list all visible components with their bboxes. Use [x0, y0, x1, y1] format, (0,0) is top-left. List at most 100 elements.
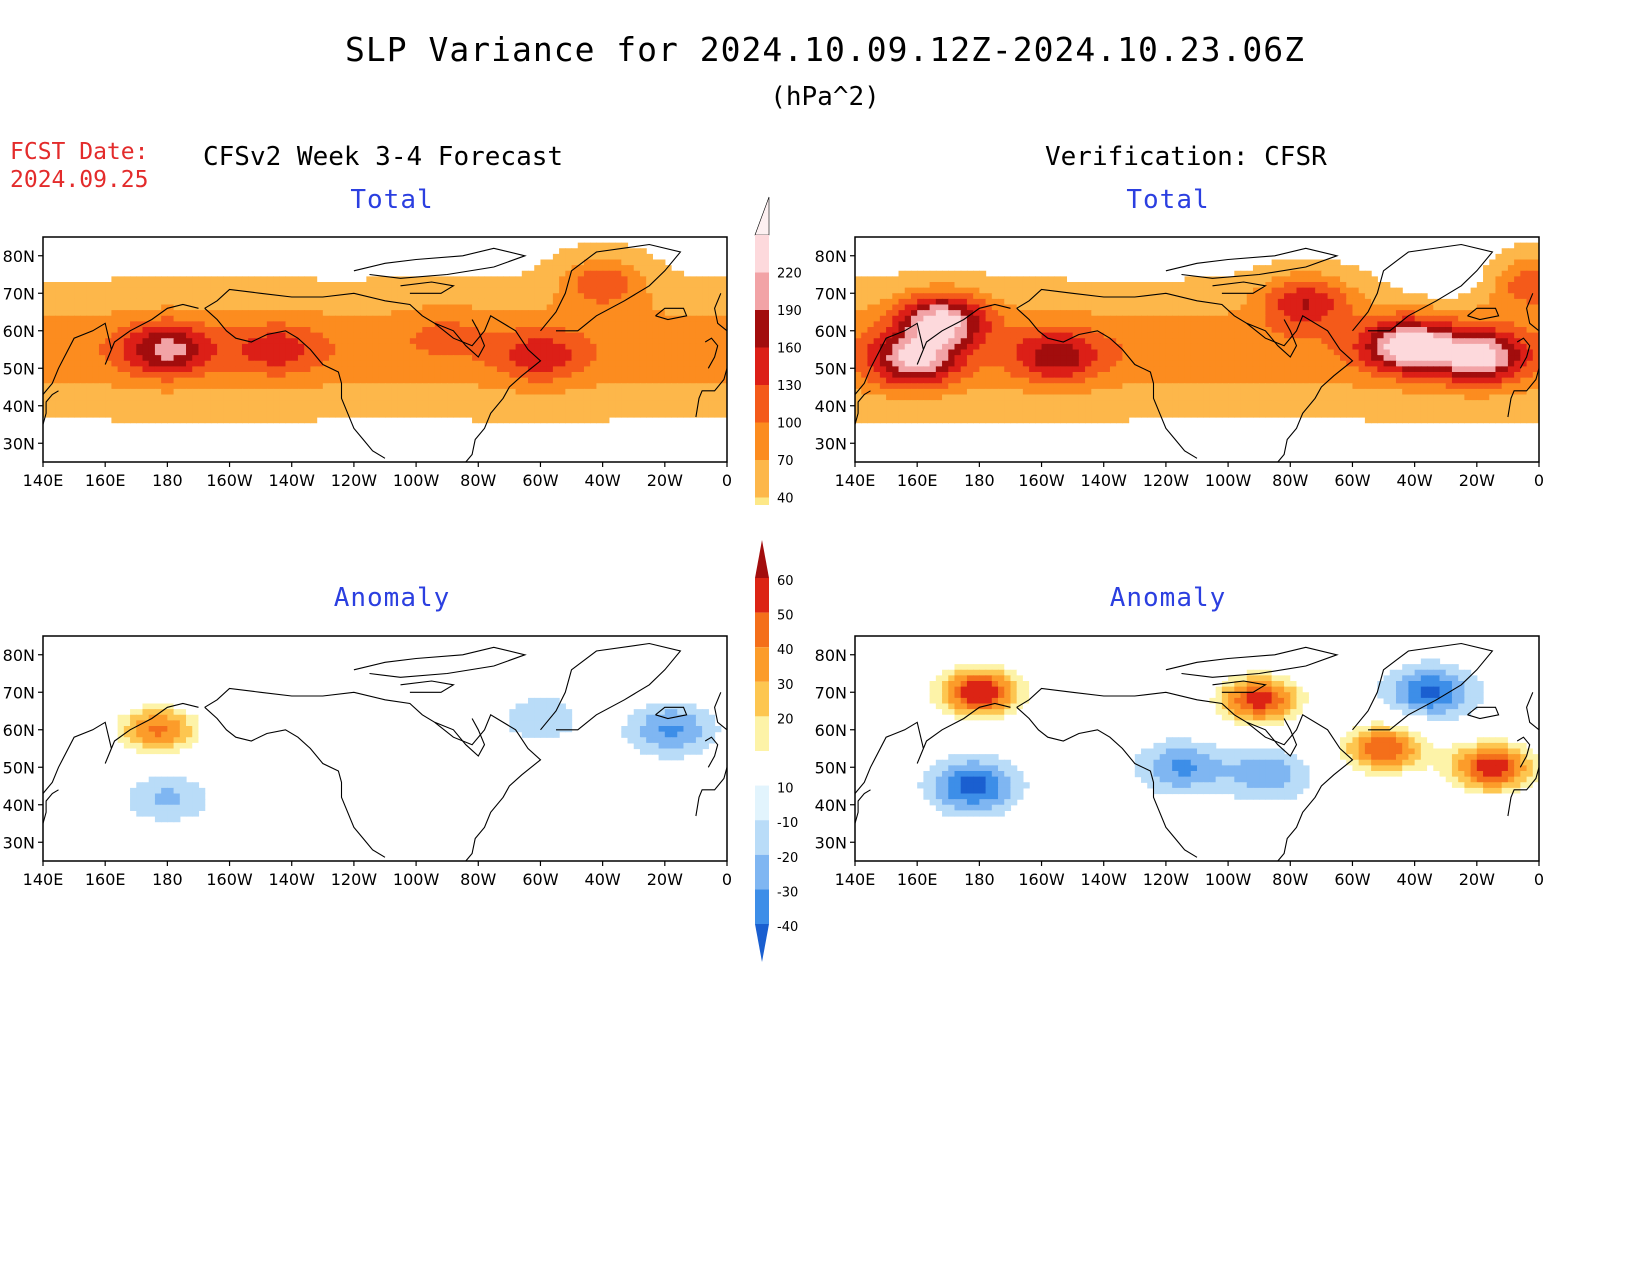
field-cell — [105, 321, 112, 328]
field-cell — [702, 327, 709, 334]
field-cell — [1240, 282, 1248, 289]
field-cell — [167, 411, 175, 418]
field-cell — [304, 332, 311, 339]
field-cell — [540, 383, 548, 390]
field-cell — [1228, 304, 1235, 311]
field-cell — [1221, 327, 1229, 334]
field-cell — [496, 372, 504, 379]
field-cell — [217, 411, 224, 418]
field-cell — [1159, 298, 1167, 306]
field-cell — [1277, 259, 1285, 266]
field-cell — [347, 338, 355, 345]
field-cell — [472, 417, 479, 424]
field-cell — [55, 332, 63, 339]
field-cell — [1109, 282, 1117, 289]
field-cell — [1520, 343, 1528, 351]
field-cell — [297, 315, 305, 322]
field-cell — [521, 360, 529, 367]
field-cell — [241, 327, 249, 334]
field-cell — [1514, 360, 1521, 367]
field-cell — [1284, 332, 1291, 339]
field-cell — [559, 383, 566, 390]
field-cell — [385, 315, 392, 322]
field-cell — [229, 276, 237, 283]
field-cell — [229, 372, 237, 379]
field-cell — [873, 360, 881, 367]
field-cell — [235, 394, 243, 401]
field-cell — [571, 282, 579, 289]
field-cell — [929, 338, 937, 345]
field-cell — [279, 276, 287, 283]
field-cell — [898, 321, 906, 328]
field-cell — [923, 343, 931, 351]
field-cell — [855, 304, 862, 311]
field-cell — [235, 366, 243, 373]
field-cell — [1252, 276, 1260, 283]
field-cell — [360, 377, 367, 384]
field-cell — [1290, 310, 1298, 317]
field-cell — [1209, 321, 1217, 328]
field-cell — [1252, 372, 1260, 379]
field-cell — [855, 321, 862, 328]
field-cell — [434, 349, 442, 356]
field-cell — [1228, 372, 1235, 379]
field-cell — [167, 282, 175, 289]
field-cell — [702, 321, 709, 328]
field-cell — [366, 287, 374, 294]
field-cell — [1284, 327, 1291, 334]
field-cell — [577, 388, 585, 396]
field-cell — [142, 338, 150, 345]
field-cell — [1520, 265, 1528, 272]
field-cell — [241, 405, 249, 412]
field-cell — [167, 349, 175, 356]
field-cell — [571, 360, 579, 367]
field-cell — [1464, 360, 1472, 367]
field-cell — [1010, 372, 1018, 379]
field-cell — [136, 321, 144, 328]
coastline — [353, 247, 527, 279]
field-cell — [1483, 310, 1490, 317]
field-cell — [552, 355, 560, 362]
field-cell — [1315, 355, 1322, 362]
field-cell — [954, 338, 962, 345]
field-cell — [329, 338, 336, 345]
field-cell — [695, 355, 703, 362]
field-cell — [546, 388, 554, 396]
field-cell — [297, 383, 305, 390]
field-cell — [1520, 327, 1528, 334]
field-cell — [1520, 372, 1528, 379]
field-cell — [472, 400, 479, 407]
field-cell — [198, 343, 206, 351]
field-cell — [192, 332, 200, 339]
field-cell — [1321, 372, 1329, 379]
field-cell — [391, 400, 399, 407]
field-cell — [1004, 355, 1012, 362]
field-cell — [161, 355, 168, 362]
field-cell — [1489, 366, 1497, 373]
field-cell — [254, 405, 262, 412]
field-cell — [534, 310, 542, 317]
field-cell — [1047, 360, 1055, 367]
field-cell — [1389, 304, 1397, 311]
field-cell — [490, 400, 498, 407]
field-cell — [353, 315, 361, 322]
field-cell — [873, 298, 881, 306]
field-cell — [917, 327, 924, 334]
field-cell — [1016, 315, 1024, 322]
field-cell — [608, 287, 616, 294]
field-cell — [80, 383, 88, 390]
field-cell — [954, 360, 962, 367]
field-cell — [966, 338, 974, 345]
field-cell — [633, 298, 641, 306]
field-cell — [1308, 349, 1316, 356]
field-cell — [1501, 321, 1509, 328]
field-cell — [154, 332, 162, 339]
field-cell — [714, 394, 722, 401]
field-cell — [509, 343, 517, 351]
field-cell — [720, 388, 727, 396]
field-cell — [322, 405, 330, 412]
field-cell — [241, 276, 249, 283]
field-cell — [1234, 372, 1242, 379]
field-cell — [472, 310, 479, 317]
field-cell — [130, 377, 137, 384]
